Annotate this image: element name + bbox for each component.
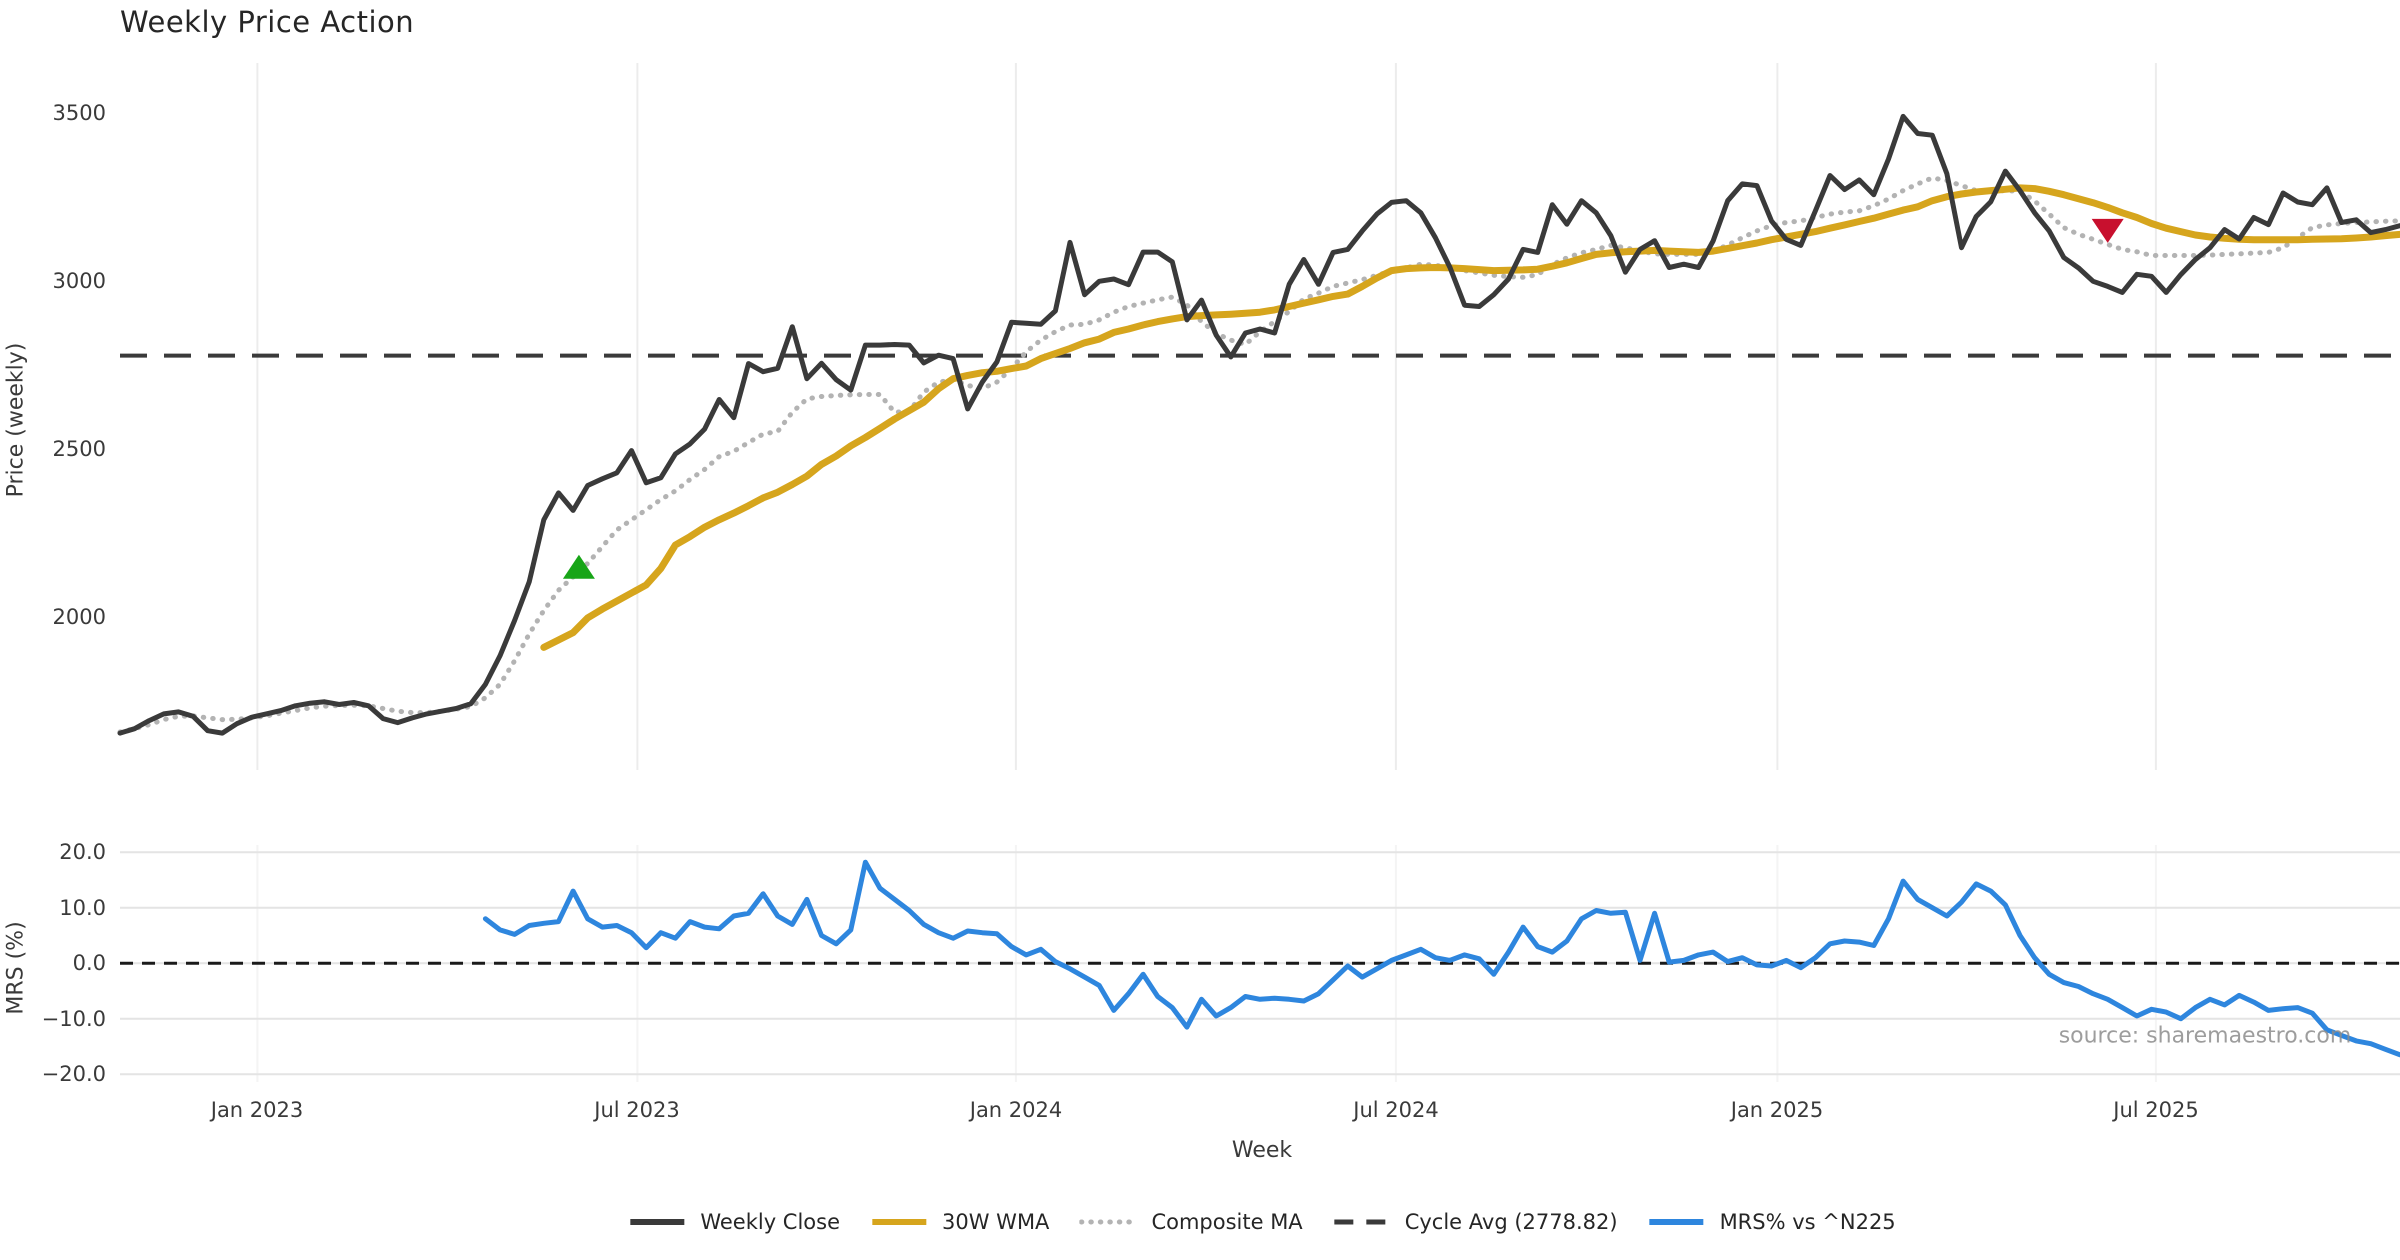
mrs-tick-label: 0.0 xyxy=(72,951,106,975)
week-axis-label: Week xyxy=(1231,1138,1293,1163)
price-tick-label: 3500 xyxy=(52,101,106,125)
legend-item-cycle-avg-2778-82: Cycle Avg (2778.82) xyxy=(1333,1210,1618,1234)
legend-label: MRS% vs ^N225 xyxy=(1719,1210,1896,1234)
legend-swatch-solid xyxy=(1649,1219,1704,1225)
mrs-tick-label: 20.0 xyxy=(59,840,106,864)
mrs-line xyxy=(482,859,2400,1058)
price-tick-label: 3000 xyxy=(52,269,106,293)
legend-label: Weekly Close xyxy=(700,1210,841,1234)
legend-item-mrs-vs-n225: MRS% vs ^N225 xyxy=(1648,1210,1896,1234)
week-tick-label: Jan 2023 xyxy=(210,1098,304,1122)
legend-item-composite-ma: Composite MA xyxy=(1079,1210,1303,1234)
legend-swatch-solid xyxy=(630,1219,685,1225)
buy-signal-marker xyxy=(562,554,595,579)
week-tick-label: Jul 2025 xyxy=(2113,1098,2199,1122)
mrs-tick-label: 10.0 xyxy=(59,896,106,920)
page-title: Weekly Price Action xyxy=(120,5,415,39)
legend-item-30w-wma: 30W WMA xyxy=(870,1210,1049,1234)
legend-swatch-dotted xyxy=(1079,1219,1138,1225)
mrs-tick-label: −20.0 xyxy=(41,1062,106,1086)
legend-label: 30W WMA xyxy=(942,1210,1050,1234)
wma-30w-line xyxy=(540,184,2400,651)
composite-ma-line xyxy=(117,175,2400,735)
week-tick-label: Jul 2024 xyxy=(1353,1098,1439,1122)
legend-item-weekly-close: Weekly Close xyxy=(628,1210,840,1234)
source-watermark: source: sharemaestro.com xyxy=(2058,1023,2352,1049)
mrs-tick-label: −10.0 xyxy=(41,1007,106,1031)
price-tick-label: 2000 xyxy=(52,605,106,629)
week-tick-label: Jul 2023 xyxy=(594,1098,680,1122)
chart-legend: Weekly Close 30W WMA Composite MA Cycle Avg… xyxy=(628,1210,1896,1234)
sell-signal-marker xyxy=(2091,218,2124,243)
legend-swatch-solid xyxy=(872,1219,927,1225)
weekly-close-line xyxy=(117,113,2400,736)
week-tick-label: Jan 2025 xyxy=(1730,1098,1824,1122)
price-tick-label: 2500 xyxy=(52,437,106,461)
price-axis-label: Price (weekly) xyxy=(3,342,29,498)
legend-label: Cycle Avg (2778.82) xyxy=(1404,1210,1618,1234)
week-tick-label: Jan 2024 xyxy=(969,1098,1063,1122)
mrs-axis-label: MRS (%) xyxy=(3,921,29,1015)
legend-label: Composite MA xyxy=(1151,1210,1303,1234)
legend-swatch-dashed xyxy=(1334,1219,1389,1225)
